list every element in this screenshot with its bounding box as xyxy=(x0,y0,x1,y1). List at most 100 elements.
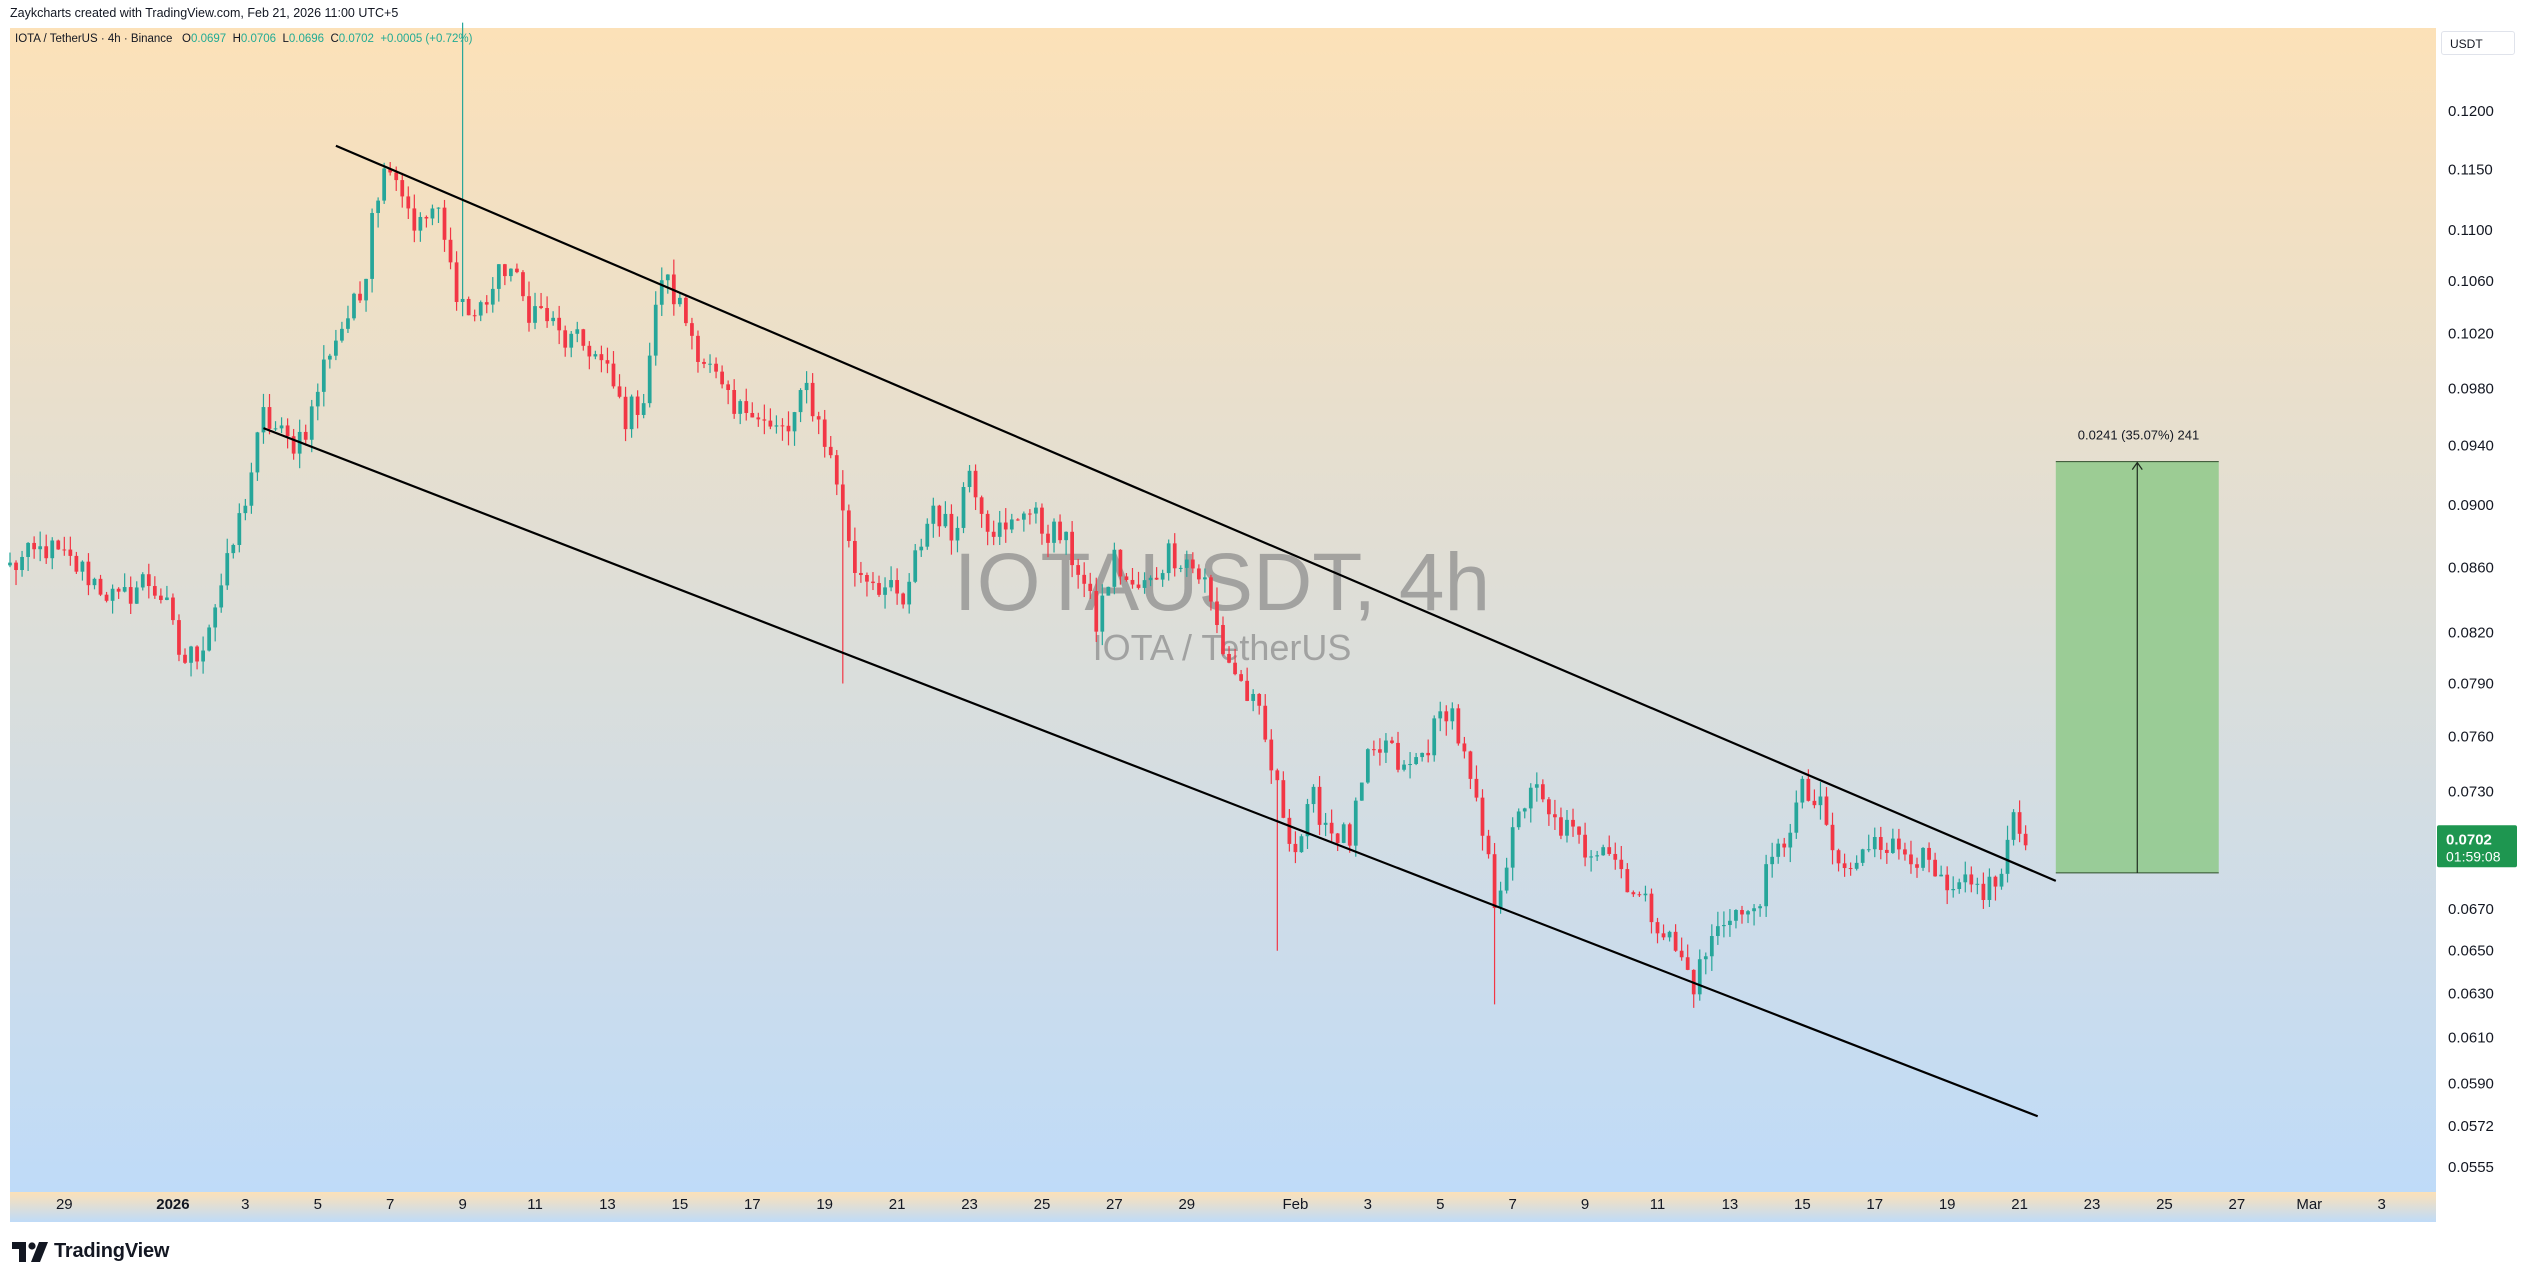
high-value: 0.0706 xyxy=(240,33,277,45)
price-chart[interactable]: IOTAUSDT, 4h IOTA / TetherUS 0.0241 (35.… xyxy=(0,0,2531,1222)
candle xyxy=(1203,568,1207,593)
candle xyxy=(1528,783,1533,823)
candle xyxy=(1987,868,1992,907)
candle xyxy=(1643,885,1648,902)
candle xyxy=(925,518,930,550)
candle xyxy=(231,543,236,559)
candle xyxy=(436,207,441,224)
candle xyxy=(424,215,429,228)
candle xyxy=(877,575,881,597)
candle xyxy=(309,399,314,453)
candle xyxy=(1015,518,1020,521)
candle xyxy=(1540,779,1545,803)
candle xyxy=(1154,567,1159,580)
candle xyxy=(382,162,387,204)
candle xyxy=(834,449,839,496)
candle xyxy=(1589,850,1593,872)
price-tick-label: 0.0860 xyxy=(2448,559,2494,576)
candle xyxy=(1776,838,1781,864)
ohlc-legend: IOTA / TetherUS · 4h · Binance O0.0697 H… xyxy=(15,33,472,45)
candle xyxy=(370,208,374,293)
time-tick-label: 3 xyxy=(241,1196,249,1213)
change-value: +0.0005 (+0.72%) xyxy=(380,33,473,45)
candle xyxy=(1094,577,1099,642)
price-tick-label: 0.0760 xyxy=(2448,729,2494,746)
time-tick-label: Mar xyxy=(2296,1196,2322,1213)
candle xyxy=(1480,789,1485,851)
candle xyxy=(1426,739,1431,763)
candle xyxy=(696,330,700,373)
candle xyxy=(1565,810,1569,843)
candle xyxy=(913,543,918,584)
candle xyxy=(171,593,175,625)
price-tick-label: 0.0730 xyxy=(2448,784,2494,801)
candle xyxy=(1390,736,1394,744)
candle xyxy=(635,390,640,429)
time-tick-label: 3 xyxy=(1364,1196,1372,1213)
time-tick-label: 13 xyxy=(599,1196,616,1213)
low-value: 0.0696 xyxy=(288,33,325,45)
time-tick-label: 3 xyxy=(2378,1196,2386,1213)
candle xyxy=(1178,565,1183,573)
time-tick-label: 29 xyxy=(1178,1196,1195,1213)
time-tick-label: Feb xyxy=(1282,1196,1308,1213)
price-axis[interactable]: 0.1200 0.1150 0.1100 0.1060 0.1020 0.0980 0.09… xyxy=(2448,103,2494,1176)
candle xyxy=(1474,765,1479,802)
price-tick-label: 0.1020 xyxy=(2448,326,2494,343)
candle xyxy=(762,404,767,435)
candle xyxy=(1866,834,1871,853)
price-tick-label: 0.0820 xyxy=(2448,625,2494,642)
candle xyxy=(261,393,266,444)
price-tick-label: 0.0980 xyxy=(2448,380,2494,397)
candle xyxy=(1740,905,1744,924)
candle xyxy=(1583,822,1587,867)
time-axis-background xyxy=(10,1192,2436,1222)
candle xyxy=(62,536,67,556)
candle xyxy=(1746,909,1750,924)
candle xyxy=(1317,776,1322,836)
candle xyxy=(1613,842,1618,870)
candle xyxy=(207,624,212,652)
candle xyxy=(1981,872,1986,909)
candle xyxy=(822,409,827,458)
candle xyxy=(810,373,815,422)
time-tick-label: 27 xyxy=(2229,1196,2246,1213)
candle xyxy=(1782,837,1787,857)
candle xyxy=(454,251,459,311)
candle xyxy=(496,264,501,302)
candle xyxy=(889,566,893,592)
candle xyxy=(611,351,616,389)
price-tick-label: 0.0650 xyxy=(2448,943,2494,960)
target-layer: 0.0241 (35.07%) 241 xyxy=(2055,428,2219,874)
candle xyxy=(653,291,658,366)
time-tick-label: 17 xyxy=(744,1196,761,1213)
candle xyxy=(1335,832,1340,852)
candle xyxy=(1281,771,1286,819)
candle xyxy=(1100,584,1105,646)
candle xyxy=(1341,822,1346,844)
time-axis[interactable]: 29 2026 3 5 7 9 11 13 15 17 19 21 23 25 27 29 Feb 3 5 7 9 11 1… xyxy=(56,1196,2386,1213)
candle xyxy=(1196,564,1201,584)
candle xyxy=(1034,502,1038,524)
candle xyxy=(1860,848,1865,867)
close-value: 0.0702 xyxy=(338,33,374,45)
candle xyxy=(1378,738,1382,766)
currency-selector[interactable]: USDT xyxy=(2441,31,2515,55)
candle xyxy=(1571,808,1575,837)
candle xyxy=(1371,740,1376,756)
candle xyxy=(1106,586,1111,596)
candle xyxy=(80,560,85,581)
candle xyxy=(1444,705,1449,736)
candle xyxy=(575,321,580,343)
tradingview-logo[interactable]: TradingView xyxy=(12,1240,169,1263)
candle xyxy=(1257,693,1262,715)
candle xyxy=(466,296,471,316)
time-tick-label: 2026 xyxy=(156,1196,189,1213)
candle xyxy=(243,498,248,521)
candle xyxy=(714,357,718,379)
candle xyxy=(816,411,821,435)
candle xyxy=(943,501,948,528)
candle xyxy=(1287,809,1292,852)
candle xyxy=(677,293,682,307)
